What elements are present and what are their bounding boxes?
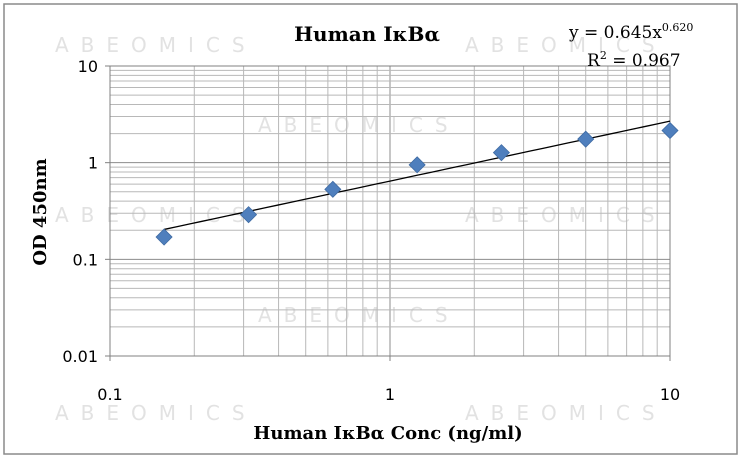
watermark-text: ABEOMICS <box>465 33 667 57</box>
tick-label-layer: 0.1 1 10 0.01 0.1 1 10 <box>62 57 680 404</box>
y-tick-label: 1 <box>88 154 98 173</box>
data-point <box>408 156 426 174</box>
x-axis-title: Human IκBα Conc (ng/ml) <box>253 423 522 444</box>
watermark-text: ABEOMICS <box>465 203 667 227</box>
x-tick-label: 1 <box>385 385 395 404</box>
equation-base: y = 0.645x <box>568 23 662 43</box>
y-tick-label: 10 <box>78 57 98 76</box>
watermark-text: ABEOMICS <box>55 401 257 425</box>
r-squared-prefix: R <box>587 51 601 71</box>
watermark-text: ABEOMICS <box>55 203 257 227</box>
r-squared-value: = 0.967 <box>607 51 681 71</box>
x-tick-label: 10 <box>660 385 680 404</box>
r-squared-label: R2 = 0.967 <box>587 49 681 71</box>
points-layer <box>155 121 679 246</box>
data-point <box>577 130 595 148</box>
y-tick-label: 0.01 <box>62 347 98 366</box>
watermark-text: ABEOMICS <box>55 33 257 57</box>
y-axis-title: OD 450nm <box>30 158 51 265</box>
chart-border <box>3 3 738 455</box>
y-tick-label: 0.1 <box>73 250 98 269</box>
x-tick-label: 0.1 <box>97 385 122 404</box>
data-point <box>661 121 679 140</box>
data-point <box>239 206 258 224</box>
data-point <box>155 228 173 246</box>
data-point <box>324 180 342 198</box>
grid-layer <box>110 66 670 356</box>
equation-exponent: 0.620 <box>662 21 694 34</box>
trendline-equation: y = 0.645x0.620 <box>568 21 693 43</box>
data-point <box>492 144 510 162</box>
watermark-text: ABEOMICS <box>465 401 667 425</box>
watermark-text: ABEOMICS <box>258 303 460 327</box>
chart-title: Human IκBα <box>294 22 440 46</box>
r-squared-superscript: 2 <box>600 49 607 62</box>
